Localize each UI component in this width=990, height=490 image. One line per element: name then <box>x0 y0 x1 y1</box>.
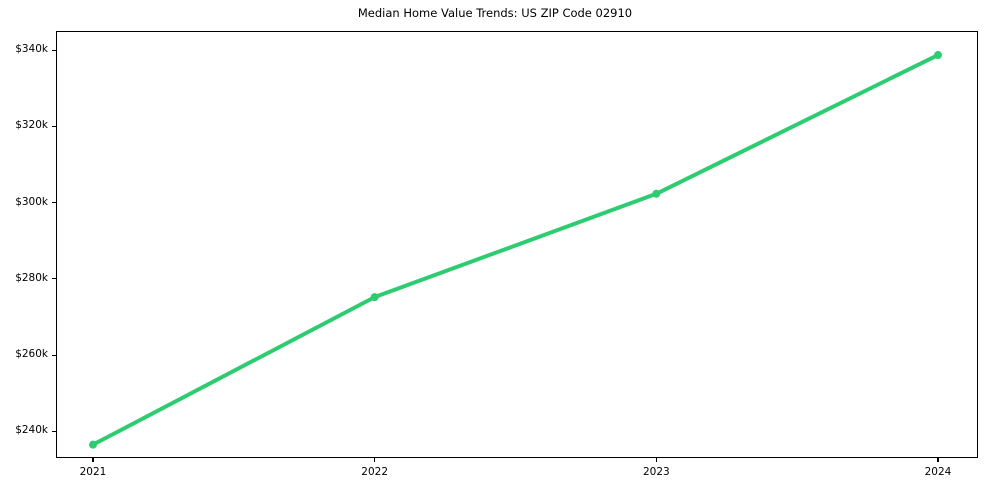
y-axis-tick-label: $340k <box>15 43 48 56</box>
x-axis-tick-mark <box>92 458 94 462</box>
y-axis-tick-label: $300k <box>15 195 48 208</box>
y-axis-tick-mark <box>52 125 56 127</box>
x-axis-tick-label: 2023 <box>642 466 670 478</box>
line-series-median-home-value: 2021: $236.5k 2022: $275.2k 2023: $302.3k 2… <box>89 51 942 449</box>
plot-frame <box>56 31 978 458</box>
y-axis-tick-mark <box>52 354 56 356</box>
x-axis-tick-label: 2021 <box>79 466 107 478</box>
y-axis-tick-mark <box>52 202 56 204</box>
y-axis-tick-label: $280k <box>15 271 48 284</box>
x-axis-tick-mark <box>655 458 657 462</box>
y-axis-tick-label: $260k <box>15 348 48 361</box>
chart-title: Median Home Value Trends: US ZIP Code 02… <box>357 6 633 20</box>
y-axis-tick-mark <box>52 278 56 280</box>
y-axis-tick-mark <box>52 430 56 432</box>
y-axis-tick-label: $320k <box>15 119 48 132</box>
data-point-marker: 2024: $338.7k <box>934 51 942 60</box>
x-axis-tick-label: 2022 <box>361 466 389 478</box>
data-point-marker: 2021: $236.5k <box>89 440 97 449</box>
plot-area: 2021: $236.5k 2022: $275.2k 2023: $302.3k 2… <box>56 31 978 458</box>
y-axis-tick-mark <box>52 49 56 51</box>
x-axis-tick-label: 2024 <box>924 466 952 478</box>
x-axis-tick-mark <box>937 458 939 462</box>
x-axis-tick-mark <box>374 458 376 462</box>
series-line <box>91 53 940 447</box>
data-point-marker: 2023: $302.3k <box>652 189 661 198</box>
y-axis-tick-label: $240k <box>15 424 48 437</box>
data-point-marker: 2022: $275.2k <box>370 293 379 302</box>
